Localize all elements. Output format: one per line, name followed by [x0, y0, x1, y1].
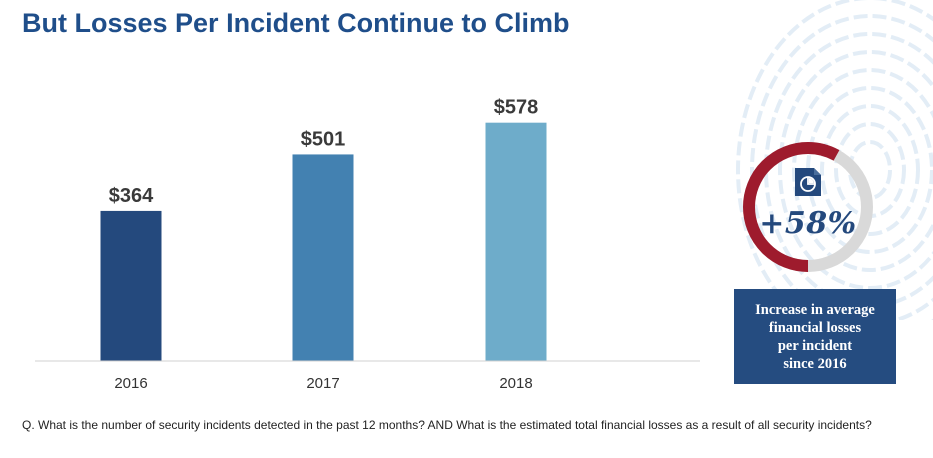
bar-2017	[292, 154, 354, 361]
callout-box: Increase in average financial losses per…	[734, 289, 896, 384]
document-pie-chart-icon	[795, 168, 821, 196]
increase-percentage: +58%	[759, 206, 857, 241]
bar-2018	[485, 122, 547, 361]
gauge-arc	[743, 142, 873, 272]
page-title: But Losses Per Incident Continue to Clim…	[22, 8, 570, 38]
bar-value-label: $364	[109, 185, 154, 207]
x-tick-label: 2017	[306, 375, 339, 392]
bar-value-label: $501	[301, 128, 346, 150]
bar-chart: $364 2016 $501 2017 $578 2018	[35, 97, 700, 392]
callout-text: Increase in average financial losses per…	[755, 301, 875, 372]
x-tick-label: 2018	[499, 375, 532, 392]
bar-2016	[100, 210, 162, 361]
x-tick-label: 2016	[114, 375, 147, 392]
survey-question-footnote: Q. What is the number of security incide…	[22, 418, 872, 432]
increase-gauge	[743, 142, 873, 272]
bar-value-label: $578	[494, 97, 539, 119]
